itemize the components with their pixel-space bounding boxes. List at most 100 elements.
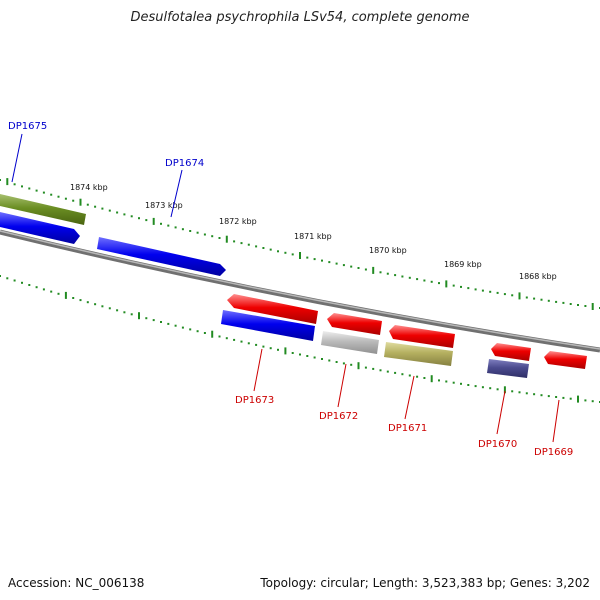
gene-DP1675-blue-cds[interactable]	[0, 212, 80, 244]
gene-DP1673-arrow[interactable]	[227, 294, 318, 324]
leader-DP1674	[170, 169, 183, 218]
minor-tick	[525, 296, 528, 299]
minor-tick	[218, 335, 221, 338]
minor-tick	[262, 247, 265, 249]
minor-tick	[540, 298, 543, 301]
minor-tick	[72, 199, 75, 202]
minor-tick	[57, 292, 60, 295]
gene-DP1674-arrow[interactable]	[97, 237, 226, 276]
minor-tick	[57, 195, 60, 198]
major-tick	[430, 375, 433, 383]
minor-tick	[364, 366, 367, 369]
major-tick	[79, 198, 82, 206]
minor-tick	[350, 363, 353, 366]
gene-DP1675-arrow[interactable]	[0, 194, 86, 225]
gene-label-DP1670[interactable]: DP1670	[478, 439, 517, 450]
gene-DP1673-blue-cds[interactable]	[221, 310, 315, 341]
minor-tick	[452, 284, 455, 287]
minor-tick	[489, 290, 492, 293]
minor-tick	[569, 397, 572, 400]
minor-tick	[28, 187, 31, 190]
gene-label-DP1674[interactable]: DP1674	[165, 158, 204, 169]
minor-tick	[357, 267, 360, 269]
leader-DP1671	[404, 375, 415, 420]
minor-tick	[72, 297, 75, 299]
minor-tick	[342, 362, 345, 365]
minor-tick	[6, 277, 9, 280]
minor-tick	[569, 303, 572, 305]
minor-tick	[306, 256, 309, 259]
gene-DP1671[interactable]	[384, 325, 455, 366]
minor-tick	[0, 275, 1, 277]
minor-tick	[386, 272, 389, 275]
gene-DP1671-arrow[interactable]	[389, 325, 455, 348]
gene-cds-blue-1[interactable]	[0, 212, 80, 244]
scale-label-1874: 1874 kbp	[70, 183, 108, 192]
genome-backbone	[0, 229, 600, 353]
gene-label-DP1675[interactable]: DP1675	[8, 121, 47, 132]
gene-DP1672-arrow[interactable]	[327, 313, 382, 335]
accession-text: Accession: NC_006138	[8, 576, 145, 590]
minor-tick	[196, 231, 199, 234]
minor-tick	[555, 300, 558, 303]
minor-tick	[350, 265, 353, 268]
gene-DP1674[interactable]	[97, 237, 226, 276]
minor-tick	[181, 228, 184, 231]
minor-tick	[284, 251, 287, 254]
leader-DP1669	[552, 399, 560, 443]
gene-DP1671-khaki-cds[interactable]	[384, 342, 453, 366]
minor-tick	[328, 359, 331, 362]
outer-scale-ticks	[0, 178, 600, 310]
scale-label-1871: 1871 kbp	[294, 232, 332, 241]
minor-tick	[562, 396, 565, 399]
gene-DP1669-arrow[interactable]	[544, 351, 587, 369]
minor-tick	[28, 284, 31, 286]
gene-DP1672-gray-cds[interactable]	[321, 331, 379, 354]
minor-tick	[525, 392, 528, 395]
major-tick	[445, 280, 448, 288]
scale-label-1868: 1868 kbp	[519, 272, 557, 281]
gene-label-DP1669[interactable]: DP1669	[534, 447, 573, 458]
minor-tick	[255, 245, 258, 248]
minor-tick	[160, 321, 162, 323]
minor-tick	[416, 278, 419, 281]
minor-tick	[35, 286, 38, 289]
scale-labels: 1874 kbp 1873 kbp 1872 kbp 1871 kbp 1870…	[70, 183, 557, 281]
minor-tick	[108, 209, 111, 212]
gene-label-DP1673[interactable]: DP1673	[235, 395, 274, 406]
minor-tick	[438, 379, 440, 382]
gene-DP1673[interactable]	[221, 294, 318, 341]
gene-label-DP1672[interactable]: DP1672	[319, 411, 358, 422]
minor-tick	[240, 340, 243, 343]
gene-DP1672[interactable]	[321, 313, 382, 354]
minor-tick	[277, 348, 279, 351]
minor-tick	[152, 319, 155, 322]
gene-DP1670-navy-cds[interactable]	[487, 359, 529, 378]
minor-tick	[467, 287, 470, 290]
gene-label-DP1671[interactable]: DP1671	[388, 423, 427, 434]
minor-tick	[489, 387, 492, 390]
minor-tick	[423, 279, 426, 282]
gene-DP1675[interactable]	[0, 194, 86, 225]
minor-tick	[481, 386, 484, 389]
major-tick	[284, 347, 287, 355]
minor-tick	[335, 262, 338, 265]
gene-DP1670-arrow[interactable]	[491, 343, 531, 361]
minor-tick	[50, 290, 53, 293]
leader-DP1673	[253, 348, 263, 392]
gene-DP1670[interactable]	[487, 343, 531, 378]
minor-tick	[189, 328, 192, 331]
minor-tick	[394, 371, 397, 374]
minor-tick	[562, 301, 565, 304]
minor-tick	[416, 375, 419, 378]
minor-tick	[240, 242, 243, 245]
minor-tick	[555, 396, 558, 398]
minor-tick	[401, 275, 404, 278]
minor-tick	[313, 356, 316, 359]
major-tick	[299, 252, 301, 259]
minor-tick	[211, 235, 214, 238]
minor-tick	[321, 259, 323, 262]
minor-tick	[174, 226, 177, 229]
gene-DP1669[interactable]	[544, 351, 587, 369]
minor-tick	[328, 261, 331, 264]
